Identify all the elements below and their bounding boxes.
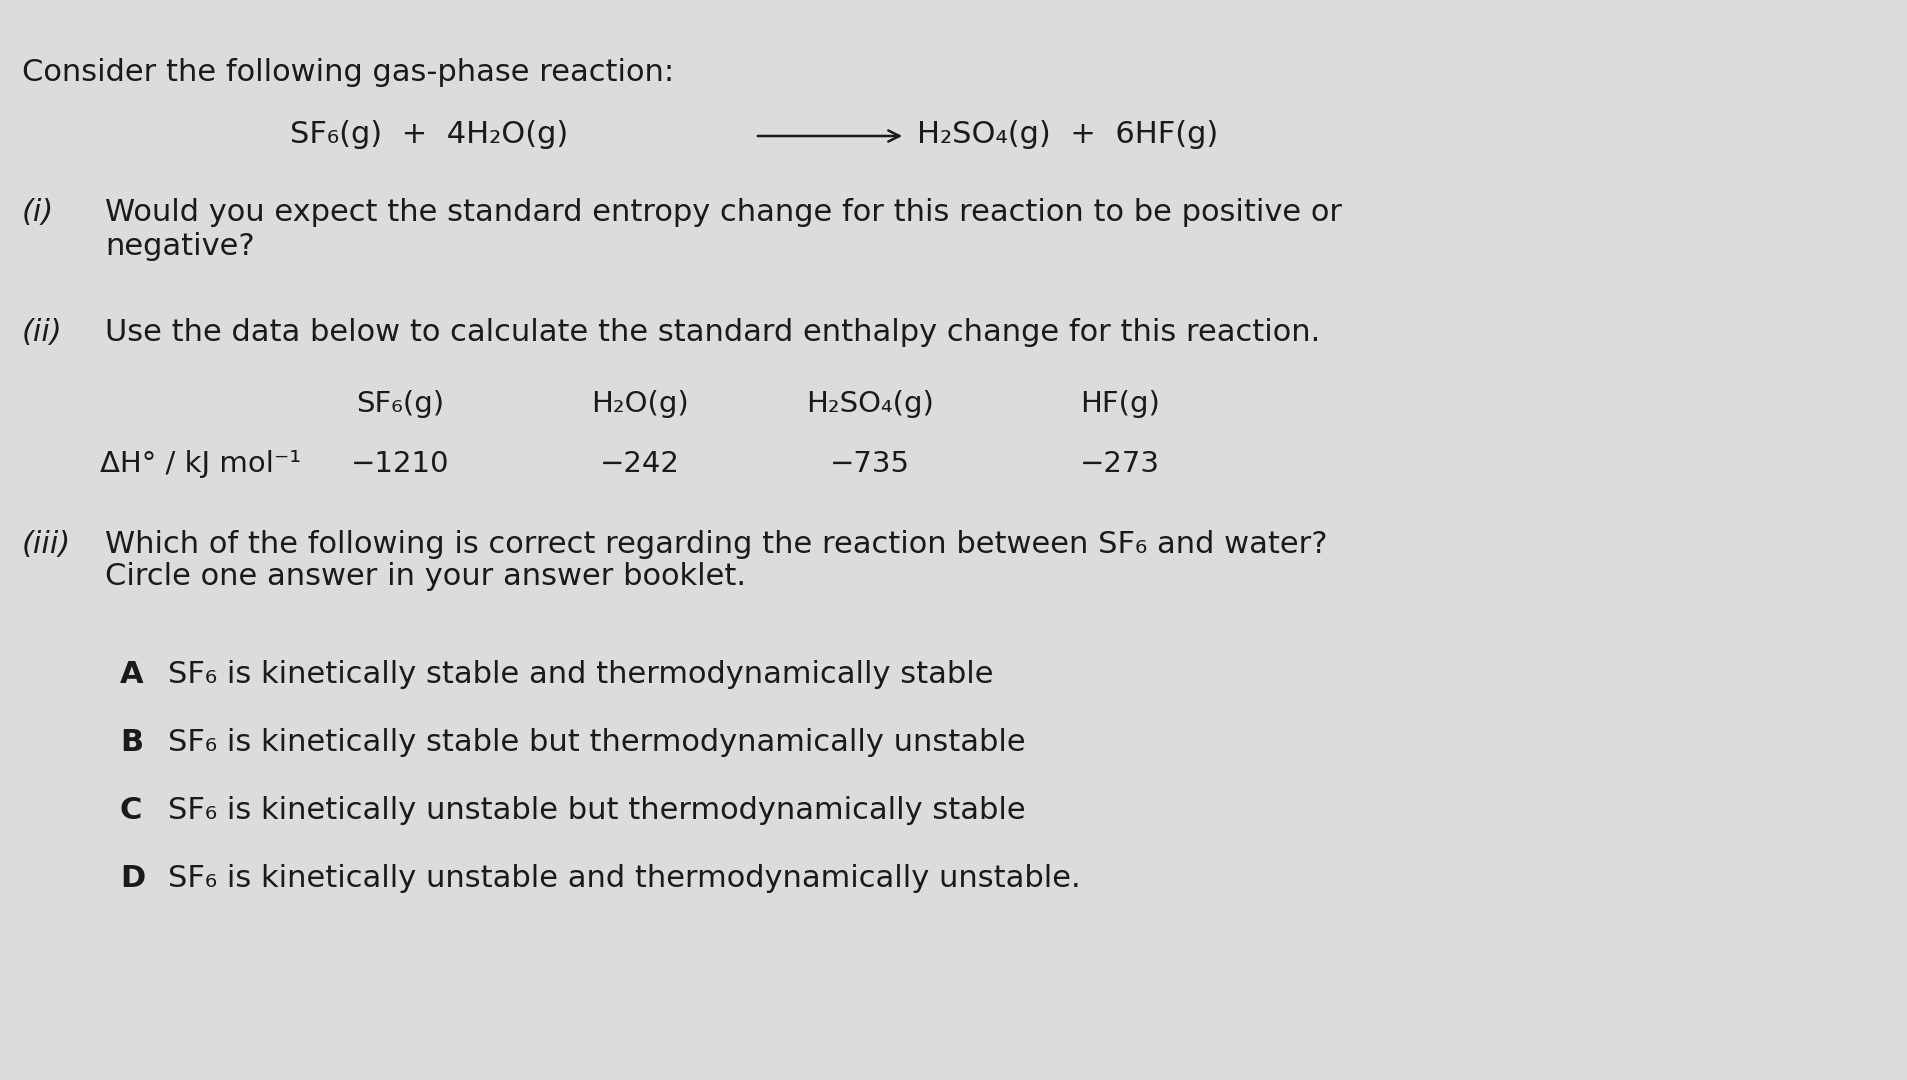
Text: Circle one answer in your answer booklet.: Circle one answer in your answer booklet… (105, 562, 746, 591)
Text: D: D (120, 864, 145, 893)
Text: H₂SO₄(g): H₂SO₄(g) (805, 390, 933, 418)
Text: H₂SO₄(g)  +  6HF(g): H₂SO₄(g) + 6HF(g) (917, 120, 1217, 149)
Text: C: C (120, 796, 143, 825)
Text: Consider the following gas-phase reaction:: Consider the following gas-phase reactio… (23, 58, 673, 87)
Text: ΔH° / kJ mol⁻¹: ΔH° / kJ mol⁻¹ (99, 450, 301, 478)
Text: −273: −273 (1079, 450, 1159, 478)
Text: (i): (i) (23, 198, 53, 227)
Text: Which of the following is correct regarding the reaction between SF₆ and water?: Which of the following is correct regard… (105, 530, 1327, 559)
Text: SF₆ is kinetically stable but thermodynamically unstable: SF₆ is kinetically stable but thermodyna… (168, 728, 1026, 757)
Text: H₂O(g): H₂O(g) (591, 390, 688, 418)
Text: SF₆(g)  +  4H₂O(g): SF₆(g) + 4H₂O(g) (290, 120, 568, 149)
Text: A: A (120, 660, 143, 689)
Text: HF(g): HF(g) (1079, 390, 1159, 418)
Text: B: B (120, 728, 143, 757)
Text: SF₆ is kinetically stable and thermodynamically stable: SF₆ is kinetically stable and thermodyna… (168, 660, 994, 689)
Text: Use the data below to calculate the standard enthalpy change for this reaction.: Use the data below to calculate the stan… (105, 318, 1320, 347)
Text: −242: −242 (599, 450, 679, 478)
Text: SF₆ is kinetically unstable and thermodynamically unstable.: SF₆ is kinetically unstable and thermody… (168, 864, 1079, 893)
Text: Would you expect the standard entropy change for this reaction to be positive or: Would you expect the standard entropy ch… (105, 198, 1341, 260)
Text: −1210: −1210 (351, 450, 448, 478)
Text: −735: −735 (830, 450, 910, 478)
Text: (iii): (iii) (23, 530, 71, 559)
Text: SF₆(g): SF₆(g) (357, 390, 444, 418)
Text: SF₆ is kinetically unstable but thermodynamically stable: SF₆ is kinetically unstable but thermody… (168, 796, 1026, 825)
Text: (ii): (ii) (23, 318, 63, 347)
